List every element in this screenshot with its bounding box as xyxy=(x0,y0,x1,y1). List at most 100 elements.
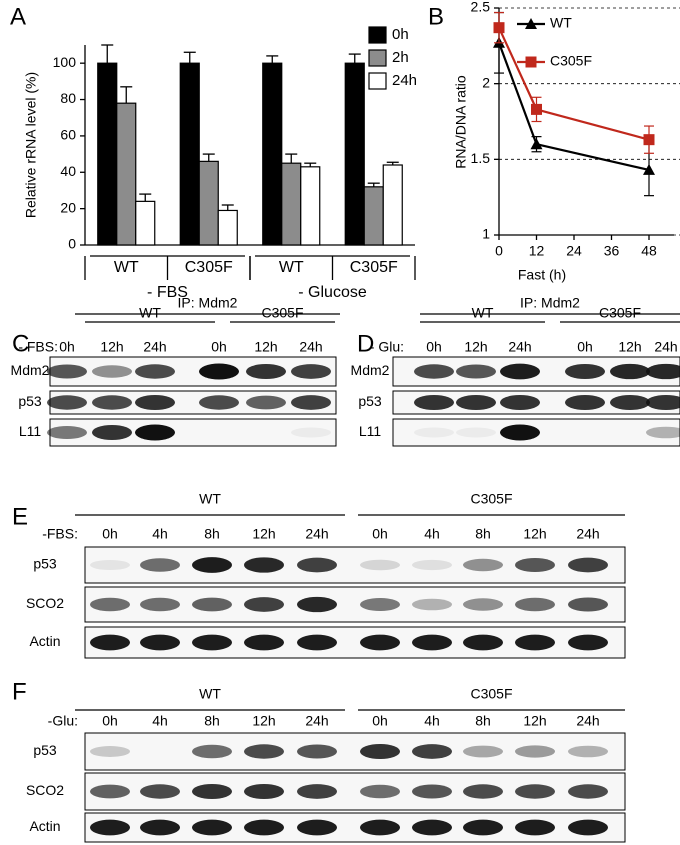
band xyxy=(360,819,400,836)
band xyxy=(199,395,239,410)
lane-label: 24h xyxy=(299,339,322,355)
band xyxy=(244,634,284,651)
band xyxy=(135,364,175,379)
band xyxy=(192,819,232,836)
band xyxy=(192,783,232,800)
band xyxy=(140,634,180,651)
legend-label: 0h xyxy=(392,26,409,43)
lane-label: 8h xyxy=(475,526,491,542)
bar xyxy=(135,200,156,246)
row-label: L11 xyxy=(359,423,382,439)
band xyxy=(456,394,496,411)
band xyxy=(568,819,608,836)
band xyxy=(244,783,284,800)
band xyxy=(568,597,608,612)
band xyxy=(515,819,555,836)
band xyxy=(92,424,132,441)
legend-label: 24h xyxy=(392,72,417,89)
marker xyxy=(530,138,543,150)
lane-label: 0h xyxy=(372,526,388,542)
band xyxy=(360,743,400,760)
lane-label: 24h xyxy=(305,713,328,729)
condition-label: - FBS: xyxy=(18,339,58,355)
error-bar xyxy=(266,55,279,64)
row-label: Actin xyxy=(29,633,60,649)
band xyxy=(515,634,555,651)
band xyxy=(463,558,503,572)
band xyxy=(568,557,608,573)
band xyxy=(412,819,452,836)
condition-label: -Glu: xyxy=(48,713,78,729)
legend-swatch xyxy=(368,49,387,67)
error-bar xyxy=(304,162,317,167)
lane-label: 12h xyxy=(100,339,123,355)
band xyxy=(192,744,232,759)
y-tick-label: 80 xyxy=(60,90,76,106)
band xyxy=(500,394,540,411)
row-label: p53 xyxy=(358,393,382,409)
band xyxy=(610,394,650,411)
band xyxy=(140,819,180,836)
band xyxy=(47,395,87,410)
band xyxy=(297,744,337,759)
lane-label: 24h xyxy=(305,526,328,542)
band xyxy=(500,424,540,441)
band xyxy=(47,364,87,379)
band xyxy=(199,363,239,380)
y-tick-label: 1 xyxy=(482,226,490,242)
row-label: p53 xyxy=(18,393,42,409)
band xyxy=(646,426,680,439)
panel-label: B xyxy=(428,3,444,30)
band xyxy=(297,634,337,651)
error-bar xyxy=(101,44,114,64)
lane-label: 24h xyxy=(576,713,599,729)
band xyxy=(244,744,284,759)
bar xyxy=(217,209,238,246)
row-label: SCO2 xyxy=(26,782,64,798)
y-tick-label: 20 xyxy=(60,199,76,215)
band xyxy=(565,363,605,380)
band xyxy=(244,597,284,612)
band xyxy=(92,365,132,378)
error-bar xyxy=(202,153,215,162)
band xyxy=(414,364,454,379)
error-bar xyxy=(183,51,196,64)
legend-label: 2h xyxy=(392,49,409,66)
lane-label: 0h xyxy=(211,339,227,355)
band xyxy=(244,557,284,573)
y-tick-label: 100 xyxy=(53,54,77,70)
band xyxy=(135,424,175,441)
group-label: C305F xyxy=(261,305,303,321)
band xyxy=(90,784,130,799)
band xyxy=(90,819,130,836)
lane-label: 24h xyxy=(508,339,531,355)
bar xyxy=(179,62,200,246)
band xyxy=(90,634,130,651)
band xyxy=(297,784,337,799)
band xyxy=(515,557,555,573)
legend-label: WT xyxy=(550,15,572,31)
group-label: C305F xyxy=(599,305,641,321)
band xyxy=(47,425,87,440)
marker xyxy=(643,163,655,175)
bar xyxy=(97,62,118,246)
lane-label: 24h xyxy=(576,526,599,542)
lane-label: 8h xyxy=(204,526,220,542)
band xyxy=(244,819,284,836)
group-label: C305F xyxy=(470,491,512,507)
lane-label: 12h xyxy=(523,713,546,729)
band xyxy=(192,634,232,651)
band xyxy=(463,819,503,836)
error-bar xyxy=(348,53,361,64)
blot-strip xyxy=(84,732,626,771)
x-tick-label: 12 xyxy=(529,243,545,259)
band xyxy=(135,394,175,411)
error-bar xyxy=(386,161,399,165)
group-label: WT xyxy=(139,305,161,321)
lane-label: 0h xyxy=(372,713,388,729)
x-tick-label: 0 xyxy=(495,243,503,259)
lane-label: 4h xyxy=(424,526,440,542)
y-tick-label: 1.5 xyxy=(471,150,491,166)
group-label: WT xyxy=(199,686,221,702)
